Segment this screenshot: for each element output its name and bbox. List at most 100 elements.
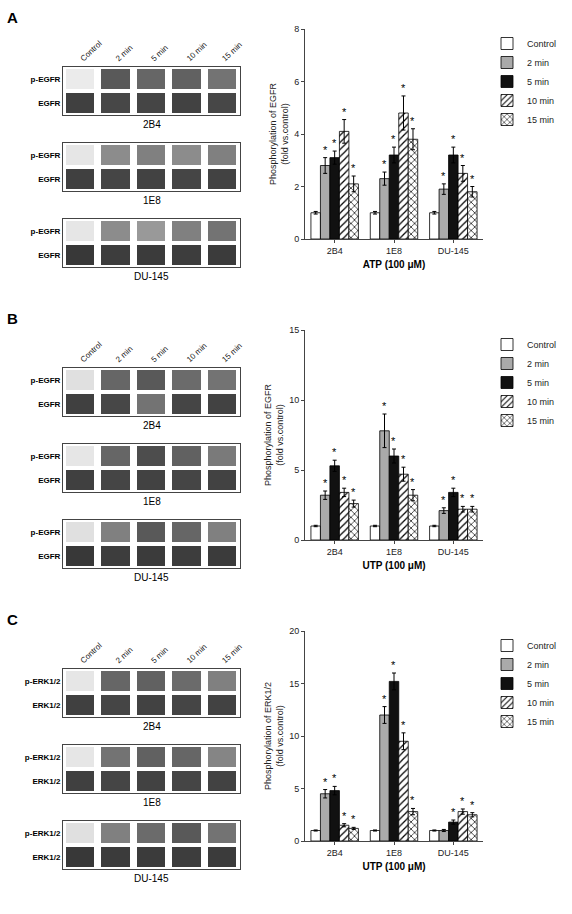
- svg-text:*: *: [323, 776, 328, 788]
- svg-text:p-EGFR: p-EGFR: [31, 151, 61, 160]
- svg-text:*: *: [391, 435, 396, 447]
- svg-text:C: C: [7, 611, 18, 628]
- svg-text:Phosphorylation of ERK1/2(fold: Phosphorylation of ERK1/2(fold vs.contro…: [263, 682, 285, 790]
- svg-text:*: *: [382, 158, 387, 170]
- svg-text:p-EGFR: p-EGFR: [31, 75, 61, 84]
- svg-text:*: *: [410, 476, 415, 488]
- svg-text:2B4: 2B4: [143, 721, 161, 732]
- svg-text:ERK1/2: ERK1/2: [32, 701, 61, 710]
- svg-text:DU-145: DU-145: [134, 873, 169, 884]
- svg-text:EGFR: EGFR: [38, 400, 60, 409]
- svg-text:*: *: [460, 152, 465, 164]
- svg-text:15 min: 15 min: [220, 341, 244, 364]
- svg-text:*: *: [470, 492, 475, 504]
- svg-text:*: *: [351, 162, 356, 174]
- svg-text:2: 2: [294, 182, 299, 192]
- svg-text:Phosphorylation of EGFR(fold v: Phosphorylation of EGFR(fold vs.control): [263, 383, 285, 486]
- svg-text:2 min: 2 min: [527, 660, 549, 670]
- svg-text:p-ERK1/2: p-ERK1/2: [25, 829, 61, 838]
- svg-text:UTP (100 μM): UTP (100 μM): [362, 861, 425, 872]
- svg-text:*: *: [332, 137, 337, 149]
- svg-text:Phosphorylation of EGFR(fold v: Phosphorylation of EGFR(fold vs.control): [268, 82, 290, 185]
- svg-text:*: *: [410, 794, 415, 806]
- svg-text:5 min: 5 min: [527, 77, 549, 87]
- svg-text:ERK1/2: ERK1/2: [32, 777, 61, 786]
- svg-text:*: *: [441, 170, 446, 182]
- svg-text:*: *: [351, 813, 356, 825]
- svg-text:ATP (100 μM): ATP (100 μM): [363, 259, 425, 270]
- svg-text:*: *: [391, 659, 396, 671]
- svg-text:2B4: 2B4: [327, 246, 343, 256]
- svg-text:*: *: [460, 795, 465, 807]
- svg-text:10 min: 10 min: [527, 698, 554, 708]
- svg-text:Control: Control: [79, 641, 104, 665]
- svg-text:2B4: 2B4: [327, 547, 343, 557]
- svg-text:5: 5: [294, 784, 299, 794]
- svg-text:*: *: [342, 474, 347, 486]
- svg-text:p-EGFR: p-EGFR: [31, 376, 61, 385]
- svg-text:10 min: 10 min: [185, 642, 209, 665]
- svg-text:*: *: [451, 474, 456, 486]
- svg-text:15 min: 15 min: [527, 416, 554, 426]
- svg-text:15: 15: [289, 325, 299, 335]
- svg-text:5 min: 5 min: [149, 43, 169, 63]
- svg-text:2 min: 2 min: [527, 359, 549, 369]
- svg-text:5 min: 5 min: [149, 344, 169, 364]
- svg-text:*: *: [323, 144, 328, 156]
- svg-text:15: 15: [289, 679, 299, 689]
- svg-text:0: 0: [294, 535, 299, 545]
- svg-text:1E8: 1E8: [143, 797, 161, 808]
- svg-text:*: *: [382, 693, 387, 705]
- svg-text:2B4: 2B4: [143, 119, 161, 130]
- svg-text:*: *: [470, 799, 475, 811]
- svg-text:*: *: [451, 133, 456, 145]
- svg-text:*: *: [410, 115, 415, 127]
- svg-text:Control: Control: [527, 641, 556, 651]
- svg-text:p-EGFR: p-EGFR: [31, 227, 61, 236]
- svg-text:*: *: [460, 492, 465, 504]
- svg-text:2 min: 2 min: [527, 58, 549, 68]
- svg-text:*: *: [401, 82, 406, 94]
- svg-text:EGFR: EGFR: [38, 552, 60, 561]
- svg-text:p-ERK1/2: p-ERK1/2: [25, 677, 61, 686]
- svg-text:DU-145: DU-145: [438, 848, 469, 858]
- svg-text:6: 6: [294, 77, 299, 87]
- svg-text:2 min: 2 min: [114, 43, 134, 63]
- svg-text:1E8: 1E8: [143, 496, 161, 507]
- svg-text:p-EGFR: p-EGFR: [31, 452, 61, 461]
- svg-text:1E8: 1E8: [386, 246, 402, 256]
- svg-text:10 min: 10 min: [185, 341, 209, 364]
- svg-text:*: *: [391, 133, 396, 145]
- svg-text:15 min: 15 min: [220, 642, 244, 665]
- svg-text:20: 20: [289, 626, 299, 636]
- svg-text:*: *: [470, 173, 475, 185]
- svg-text:1E8: 1E8: [386, 848, 402, 858]
- svg-text:*: *: [342, 106, 347, 118]
- svg-text:*: *: [323, 477, 328, 489]
- svg-text:EGFR: EGFR: [38, 175, 60, 184]
- svg-text:2B4: 2B4: [327, 848, 343, 858]
- svg-text:p-EGFR: p-EGFR: [31, 528, 61, 537]
- svg-text:UTP (100 μM): UTP (100 μM): [362, 560, 425, 571]
- svg-text:5 min: 5 min: [149, 645, 169, 665]
- svg-text:Control: Control: [527, 39, 556, 49]
- svg-text:*: *: [382, 400, 387, 412]
- svg-text:8: 8: [294, 24, 299, 34]
- svg-text:Control: Control: [79, 39, 104, 63]
- svg-text:B: B: [7, 310, 18, 327]
- svg-text:Control: Control: [79, 340, 104, 364]
- svg-text:15 min: 15 min: [220, 40, 244, 63]
- svg-text:10 min: 10 min: [527, 397, 554, 407]
- svg-text:DU-145: DU-145: [438, 246, 469, 256]
- svg-text:A: A: [7, 9, 18, 26]
- svg-text:*: *: [332, 772, 337, 784]
- svg-text:*: *: [401, 453, 406, 465]
- svg-text:1E8: 1E8: [143, 195, 161, 206]
- svg-text:2B4: 2B4: [143, 420, 161, 431]
- svg-text:10: 10: [289, 395, 299, 405]
- svg-text:ERK1/2: ERK1/2: [32, 853, 61, 862]
- svg-text:10 min: 10 min: [185, 40, 209, 63]
- svg-text:5 min: 5 min: [527, 378, 549, 388]
- svg-text:DU-145: DU-145: [134, 572, 169, 583]
- svg-text:10: 10: [289, 731, 299, 741]
